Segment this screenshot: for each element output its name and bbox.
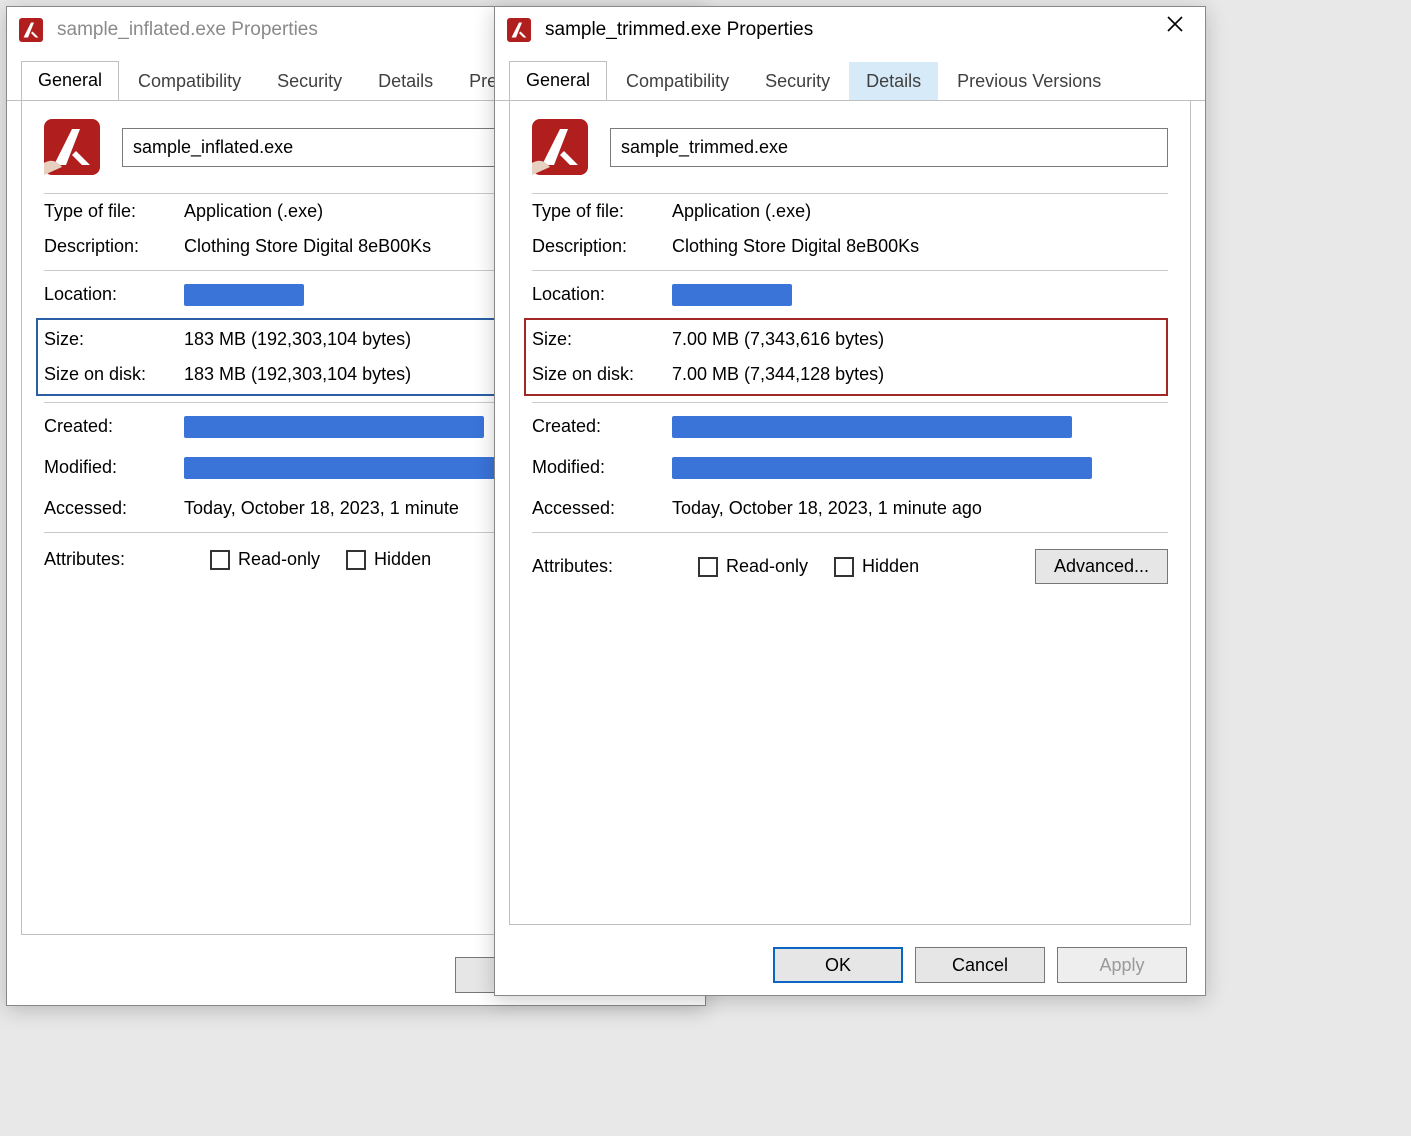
advanced-button[interactable]: Advanced...: [1035, 549, 1168, 584]
label-size-on-disk: Size on disk:: [44, 364, 184, 385]
value-type: Application (.exe): [672, 201, 1168, 222]
window-title: sample_trimmed.exe Properties: [545, 19, 813, 41]
redacted-created: [184, 416, 484, 438]
tab-previous-versions[interactable]: Previous Versions: [940, 62, 1118, 101]
cancel-button[interactable]: Cancel: [915, 947, 1045, 983]
value-size-on-disk: 7.00 MB (7,344,128 bytes): [672, 364, 1160, 385]
close-button[interactable]: [1155, 13, 1195, 43]
button-bar: OK Cancel Apply: [773, 947, 1187, 983]
redacted-location: [672, 284, 792, 306]
tab-details[interactable]: Details: [849, 62, 938, 101]
adobe-icon: [505, 16, 533, 44]
label-location: Location:: [44, 284, 184, 311]
label-accessed: Accessed:: [532, 498, 672, 519]
size-highlight-box: Size:7.00 MB (7,343,616 bytes) Size on d…: [524, 318, 1168, 396]
label-modified: Modified:: [532, 457, 672, 484]
tab-general[interactable]: General: [509, 61, 607, 101]
window-title: sample_inflated.exe Properties: [57, 19, 318, 41]
tabstrip: General Compatibility Security Details P…: [495, 53, 1205, 101]
label-size: Size:: [44, 329, 184, 350]
label-type: Type of file:: [532, 201, 672, 222]
label-size-on-disk: Size on disk:: [532, 364, 672, 385]
checkbox-readonly[interactable]: Read-only: [698, 556, 808, 577]
label-description: Description:: [44, 236, 184, 257]
tab-general[interactable]: General: [21, 61, 119, 101]
value-accessed: Today, October 18, 2023, 1 minute ago: [672, 498, 1168, 519]
file-icon: [532, 119, 588, 175]
label-attributes: Attributes:: [532, 556, 672, 577]
tab-security[interactable]: Security: [260, 62, 359, 101]
tab-compatibility[interactable]: Compatibility: [121, 62, 258, 101]
label-location: Location:: [532, 284, 672, 311]
value-description: Clothing Store Digital 8eB00Ks: [672, 236, 1168, 257]
checkbox-readonly[interactable]: Read-only: [210, 549, 320, 570]
label-created: Created:: [44, 416, 184, 443]
tab-compatibility[interactable]: Compatibility: [609, 62, 746, 101]
label-type: Type of file:: [44, 201, 184, 222]
filename-input[interactable]: sample_trimmed.exe: [610, 128, 1168, 167]
redacted-modified: [184, 457, 504, 479]
tab-security[interactable]: Security: [748, 62, 847, 101]
label-modified: Modified:: [44, 457, 184, 484]
titlebar[interactable]: sample_trimmed.exe Properties: [495, 7, 1205, 53]
file-icon: [44, 119, 100, 175]
redacted-location: [184, 284, 304, 306]
ok-button[interactable]: OK: [773, 947, 903, 983]
adobe-icon: [17, 16, 45, 44]
checkbox-hidden[interactable]: Hidden: [346, 549, 431, 570]
value-size: 7.00 MB (7,343,616 bytes): [672, 329, 1160, 350]
label-created: Created:: [532, 416, 672, 443]
label-accessed: Accessed:: [44, 498, 184, 519]
redacted-modified: [672, 457, 1092, 479]
label-description: Description:: [532, 236, 672, 257]
properties-dialog-trimmed: sample_trimmed.exe Properties General Co…: [494, 6, 1206, 996]
checkbox-hidden[interactable]: Hidden: [834, 556, 919, 577]
apply-button[interactable]: Apply: [1057, 947, 1187, 983]
redacted-created: [672, 416, 1072, 438]
tab-details[interactable]: Details: [361, 62, 450, 101]
label-size: Size:: [532, 329, 672, 350]
label-attributes: Attributes:: [44, 549, 184, 570]
tab-body-general: sample_trimmed.exe Type of file:Applicat…: [509, 101, 1191, 925]
